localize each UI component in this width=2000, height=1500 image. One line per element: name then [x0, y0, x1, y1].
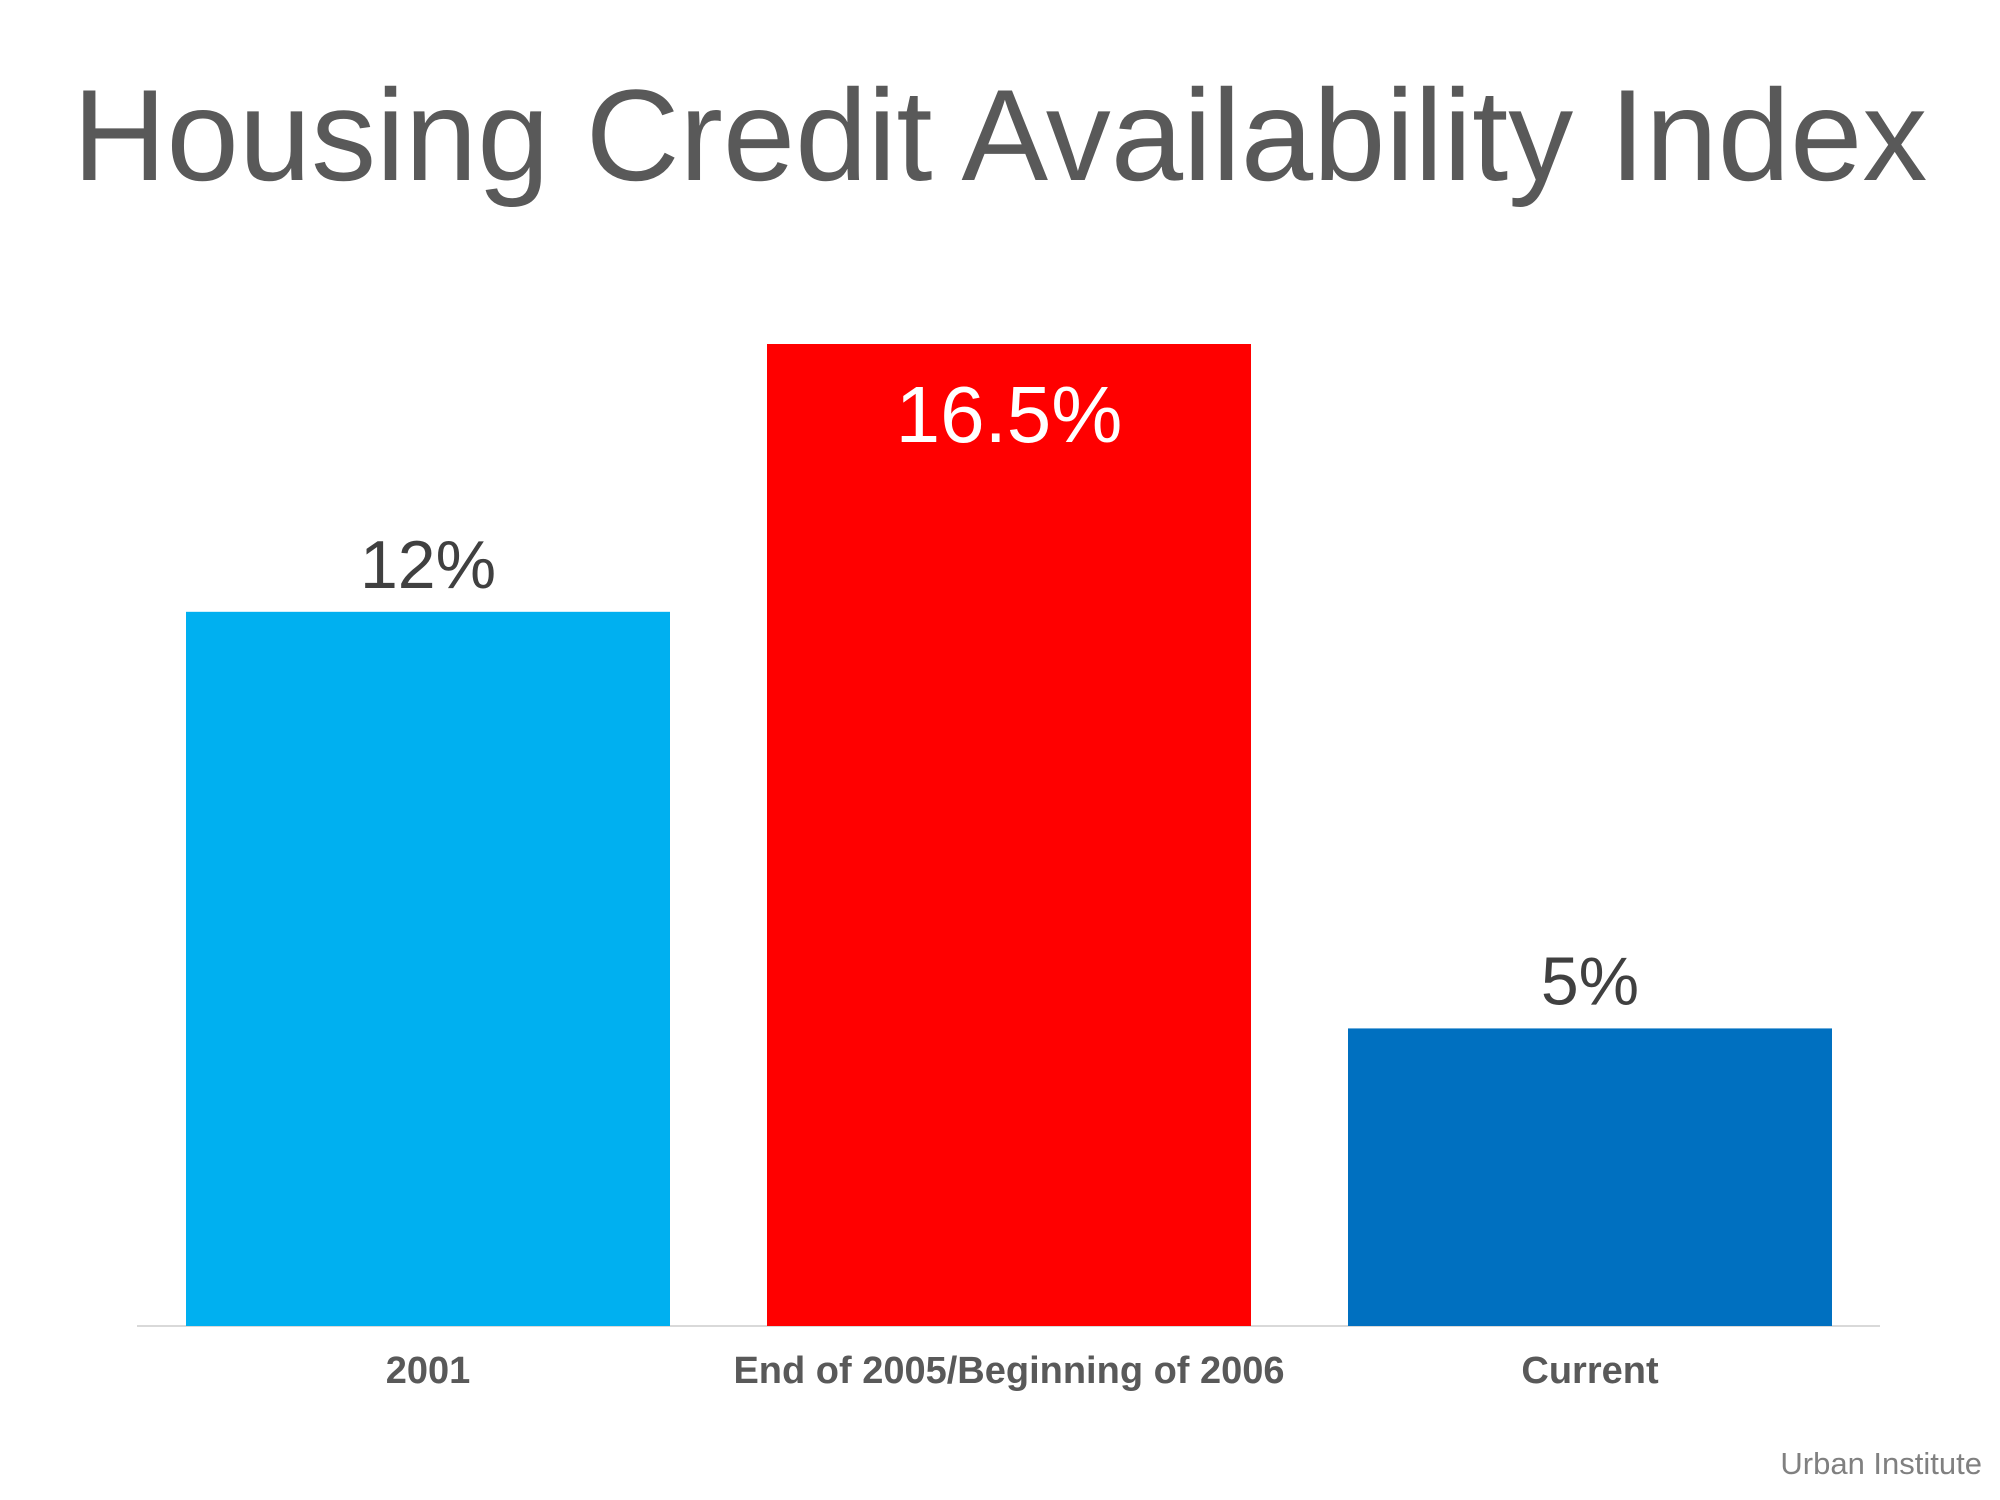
value-label-2: 16.5% [896, 370, 1123, 459]
value-label-3: 5% [1541, 943, 1639, 1019]
bar-3 [1348, 1028, 1832, 1326]
value-label-1: 12% [360, 527, 496, 603]
source-note: Urban Institute [1780, 1446, 1982, 1481]
category-labels-group: 2001 End of 2005/Beginning of 2006 Current [386, 1350, 1659, 1392]
chart-title: Housing Credit Availability Index [72, 62, 1928, 208]
category-label-1: 2001 [386, 1350, 471, 1392]
bars-group [186, 344, 1832, 1326]
bar-2 [767, 344, 1251, 1326]
category-label-2: End of 2005/Beginning of 2006 [733, 1350, 1284, 1392]
category-label-3: Current [1521, 1350, 1659, 1392]
value-labels-group: 12% 16.5% 5% [360, 370, 1639, 1019]
bar-1 [186, 611, 670, 1326]
